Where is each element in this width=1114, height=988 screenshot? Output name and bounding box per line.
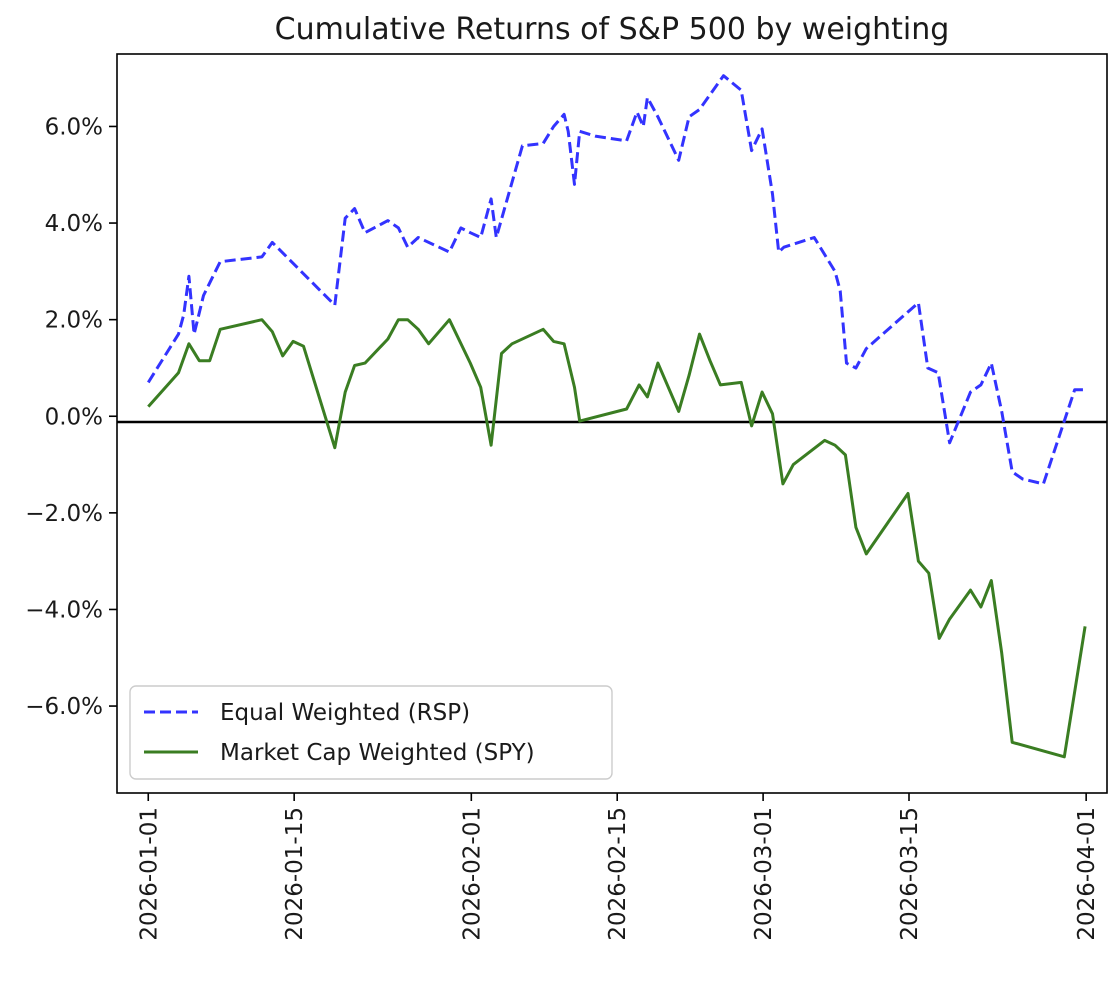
y-tick-label: 6.0%: [45, 114, 103, 140]
y-tick-label: 2.0%: [45, 308, 103, 334]
y-tick-label: 4.0%: [45, 211, 103, 237]
y-tick-label: −2.0%: [25, 501, 103, 527]
chart-title: Cumulative Returns of S&P 500 by weighti…: [275, 12, 950, 47]
series-layer: [147, 74, 1087, 759]
x-tick-label: 2026-03-01: [751, 807, 777, 941]
x-tick-label: 2026-04-01: [1074, 807, 1100, 941]
series-line-spy: [147, 318, 1087, 759]
legend-label-spy: Market Cap Weighted (SPY): [220, 740, 535, 766]
x-tick-label: 2026-01-01: [136, 807, 162, 941]
series-line-rsp: [147, 74, 1086, 486]
plot-frame: [116, 53, 1108, 794]
x-tick-label: 2026-01-15: [282, 807, 308, 941]
y-tick-label: 0.0%: [45, 404, 103, 430]
x-tick-label: 2026-03-15: [897, 807, 923, 941]
x-tick-label: 2026-02-15: [605, 807, 631, 941]
legend: Equal Weighted (RSP) Market Cap Weighted…: [129, 685, 613, 780]
legend-label-rsp: Equal Weighted (RSP): [220, 700, 470, 726]
y-axis: −6.0% −4.0% −2.0% 0.0% 2.0% 4.0% 6.0%: [25, 114, 117, 720]
x-axis: 2026-01-01 2026-01-15 2026-02-01 2026-02-15…: [136, 793, 1100, 941]
y-tick-label: −4.0%: [25, 597, 103, 623]
legend-box: [129, 685, 613, 780]
y-tick-label: −6.0%: [25, 694, 103, 720]
x-tick-label: 2026-02-01: [459, 807, 485, 941]
